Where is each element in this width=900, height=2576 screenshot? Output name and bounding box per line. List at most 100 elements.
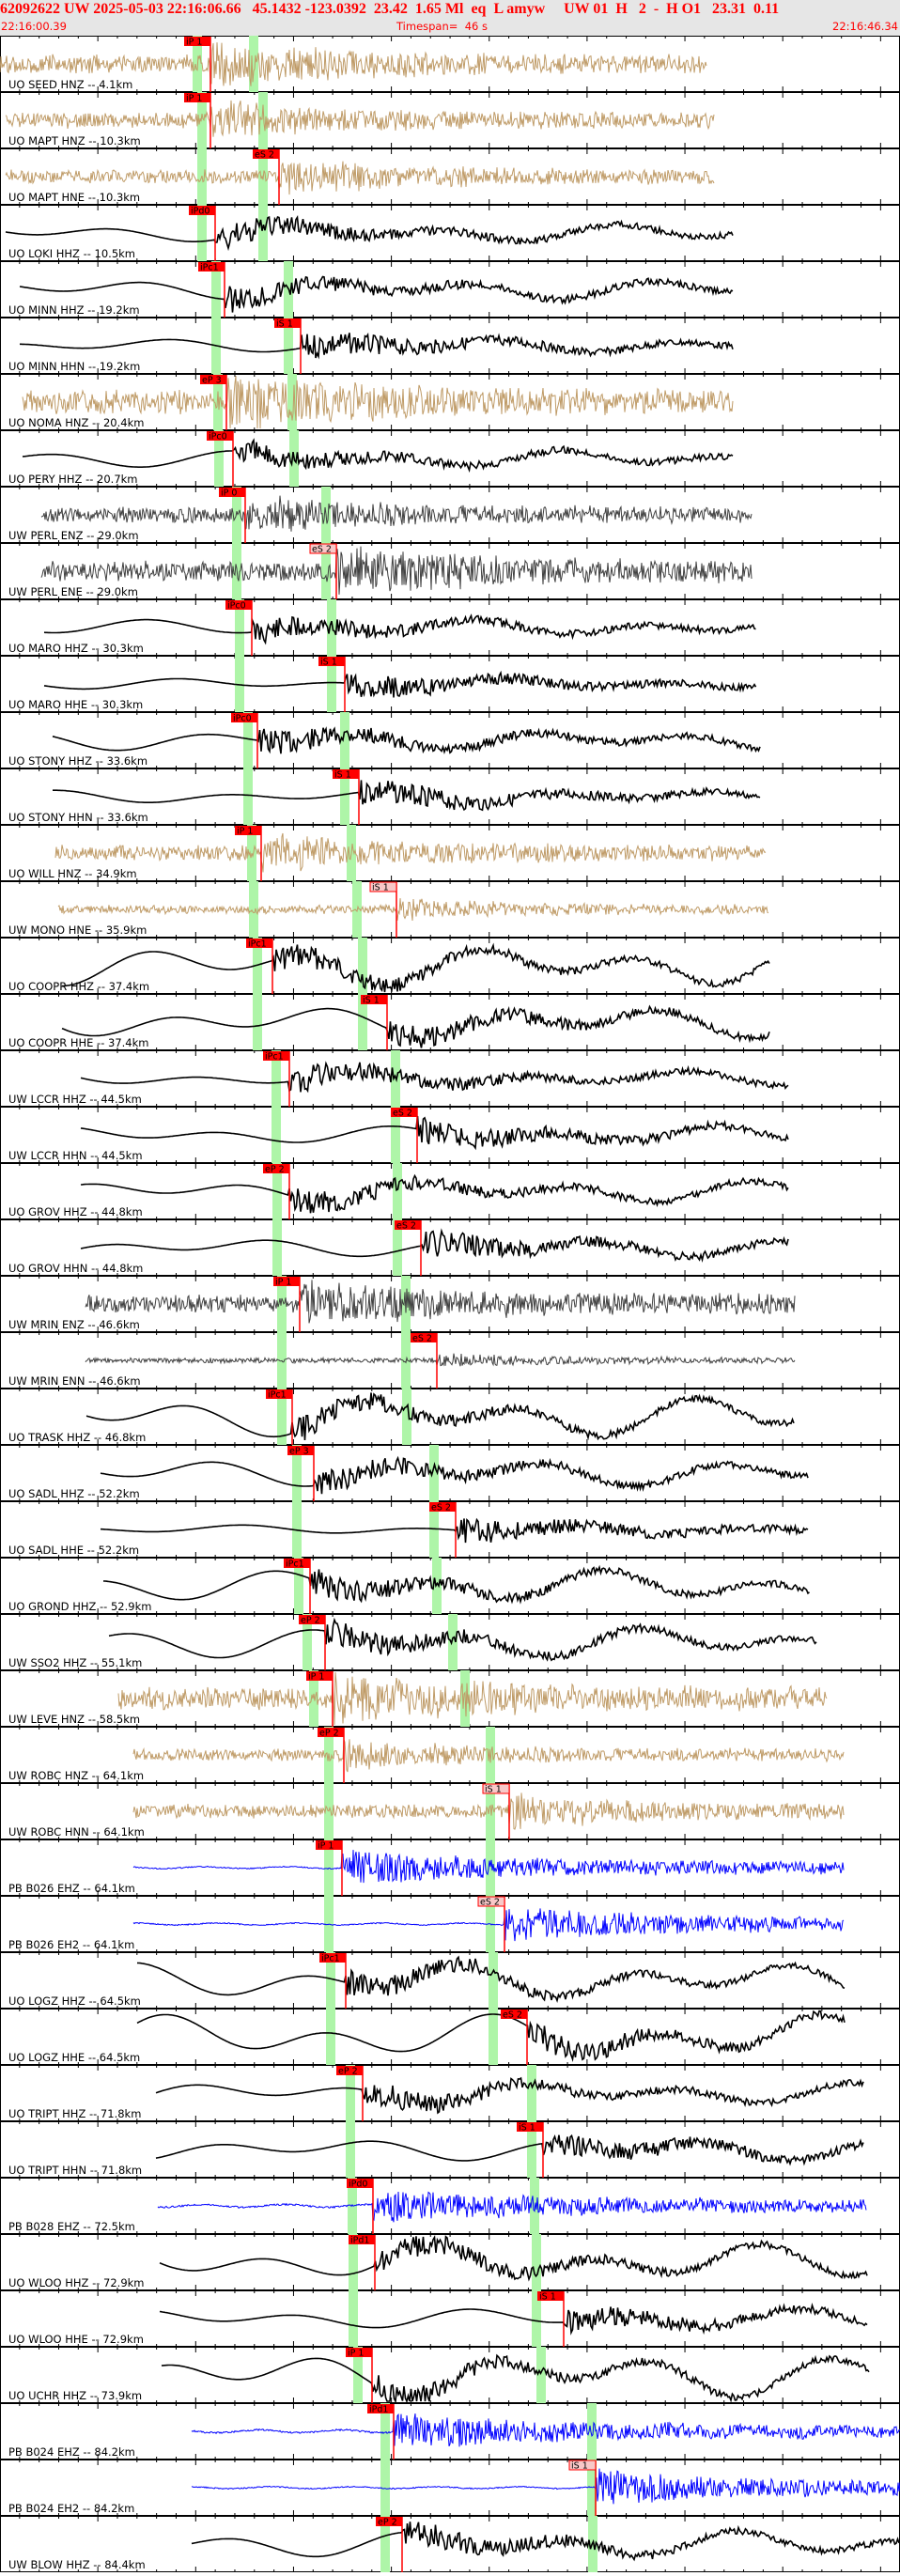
waveform	[80, 1228, 789, 1264]
station-channel-label: UO GROV HHZ -- 44.8km	[8, 1205, 143, 1218]
station-channel-label: UO WLOO HHE -- 72.9km	[8, 2333, 144, 2346]
theoretical-p-band	[272, 1050, 281, 1107]
p-pick-flag[interactable]	[273, 1277, 300, 1286]
p-pick-flag[interactable]	[319, 1953, 346, 1963]
p-pick-flag[interactable]	[299, 1615, 325, 1624]
trace-row[interactable]: iP 1	[0, 1839, 900, 1897]
s-pick-label: iS 1	[539, 2292, 556, 2303]
theoretical-s-band	[587, 2403, 597, 2460]
waveform-canvas[interactable]: iP 1 iP 1 eS 2 iPd0 iPc1 iS 1 eP 3 iPc0 iP 0 eS 2…	[0, 36, 900, 2573]
p-pick-flag[interactable]	[347, 2179, 373, 2188]
s-pick-flag[interactable]	[253, 149, 279, 159]
s-pick-flag[interactable]	[477, 1896, 505, 1907]
trace-row[interactable]: iP 1	[0, 825, 900, 882]
s-pick-flag[interactable]	[369, 881, 397, 892]
station-channel-label: PB B024 EHZ -- 84.2km	[8, 2445, 135, 2459]
waveform	[159, 2234, 868, 2282]
waveform	[161, 2353, 870, 2404]
p-pick-label: iP 1	[308, 1672, 324, 1683]
theoretical-s-band	[258, 205, 268, 261]
s-pick-label: iS 1	[334, 770, 351, 781]
waveform	[132, 1850, 845, 1884]
waveform	[43, 613, 756, 645]
station-channel-label: PB B026 EH2 -- 64.1km	[8, 1938, 135, 1951]
p-pick-flag[interactable]	[367, 2404, 394, 2413]
station-channel-label: UO LOGZ HHZ -- 64.5km	[8, 1994, 141, 2008]
s-pick-flag[interactable]	[411, 1333, 437, 1342]
p-pick-flag[interactable]	[349, 2235, 375, 2244]
s-pick-label: eS 2	[312, 545, 332, 555]
p-pick-flag[interactable]	[219, 488, 245, 497]
s-pick-flag[interactable]	[309, 543, 337, 554]
p-pick-flag[interactable]	[287, 1446, 314, 1455]
theoretical-p-band	[243, 712, 253, 768]
p-pick-flag[interactable]	[316, 1840, 342, 1850]
p-pick-flag[interactable]	[266, 1389, 292, 1399]
waveform	[159, 2302, 868, 2335]
theoretical-s-band	[486, 1727, 495, 1783]
p-pick-label: iP 1	[186, 94, 202, 104]
p-pick-flag[interactable]	[231, 713, 257, 722]
s-pick-flag[interactable]	[568, 2460, 597, 2471]
station-channel-label: UO SADL HHZ -- 52.2km	[8, 1487, 140, 1500]
station-channel-label: UO GROND HHZ -- 52.9km	[8, 1600, 152, 1613]
theoretical-s-band	[391, 1107, 400, 1163]
p-pick-flag[interactable]	[198, 262, 225, 272]
seismogram-panel[interactable]: iP 1 iP 1 eS 2 iPd0 iPc1 iS 1 eP 3 iPc0 iP 0 eS 2…	[0, 36, 900, 2573]
theoretical-p-band	[349, 2290, 358, 2347]
s-pick-flag[interactable]	[361, 995, 387, 1004]
theoretical-p-band	[272, 1219, 282, 1276]
theoretical-s-band	[532, 2234, 541, 2290]
theoretical-p-band	[247, 825, 256, 881]
trace-row[interactable]: eS 2	[0, 1896, 900, 1953]
p-pick-label: eP 3	[202, 376, 222, 386]
s-pick-flag[interactable]	[429, 1502, 456, 1512]
theoretical-p-band	[346, 2121, 355, 2178]
theoretical-s-band	[284, 318, 293, 374]
theoretical-s-band	[321, 543, 331, 599]
trace-row[interactable]: eP 2	[0, 1614, 900, 1671]
s-pick-flag[interactable]	[318, 657, 345, 666]
theoretical-s-band	[393, 1163, 402, 1219]
s-pick-flag[interactable]	[333, 769, 359, 779]
s-pick-flag[interactable]	[517, 2122, 543, 2132]
p-pick-flag[interactable]	[200, 375, 226, 384]
p-pick-flag[interactable]	[235, 826, 261, 835]
p-pick-label: iPd0	[349, 2180, 367, 2190]
p-pick-flag[interactable]	[207, 431, 233, 441]
p-pick-flag[interactable]	[189, 206, 215, 215]
p-pick-flag[interactable]	[284, 1559, 310, 1568]
waveform	[61, 942, 770, 993]
p-pick-flag[interactable]	[336, 2066, 363, 2075]
station-channel-label: UO MAPT HNE -- 10.3km	[8, 191, 141, 204]
s-pick-flag[interactable]	[537, 2291, 564, 2301]
p-pick-flag[interactable]	[306, 1671, 333, 1681]
trace-row[interactable]: iS 1	[0, 2460, 900, 2517]
s-pick-flag[interactable]	[482, 1783, 510, 1794]
s-pick-flag[interactable]	[391, 1108, 417, 1117]
p-pick-flag[interactable]	[263, 1164, 289, 1173]
p-pick-flag[interactable]	[184, 93, 210, 102]
station-channel-label: UO MAPT HNZ -- 10.3km	[8, 134, 141, 147]
waveform	[108, 1617, 817, 1662]
p-pick-flag[interactable]	[246, 939, 272, 948]
station-channel-label: PB B026 EHZ -- 64.1km	[8, 1882, 135, 1895]
s-pick-label: eS 2	[412, 1334, 432, 1344]
p-pick-flag[interactable]	[346, 2348, 372, 2357]
p-pick-flag[interactable]	[263, 1051, 289, 1061]
trace-row[interactable]: eP 2	[0, 2065, 900, 2122]
trace-row[interactable]: iP 1	[0, 36, 900, 93]
theoretical-s-band	[340, 712, 349, 768]
theoretical-p-band	[277, 1276, 287, 1332]
theoretical-s-band	[327, 599, 336, 656]
s-pick-flag[interactable]	[274, 318, 301, 328]
station-channel-label: UW ROBC HNZ -- 64.1km	[8, 1769, 145, 1782]
p-pick-flag[interactable]	[225, 600, 252, 610]
p-pick-flag[interactable]	[318, 1728, 344, 1737]
s-pick-flag[interactable]	[501, 2010, 527, 2019]
p-pick-flag[interactable]	[184, 37, 210, 46]
waveform	[117, 1671, 828, 1726]
p-pick-flag[interactable]	[376, 2517, 402, 2526]
s-pick-label: eS 2	[393, 1109, 412, 1119]
s-pick-flag[interactable]	[395, 1220, 421, 1230]
